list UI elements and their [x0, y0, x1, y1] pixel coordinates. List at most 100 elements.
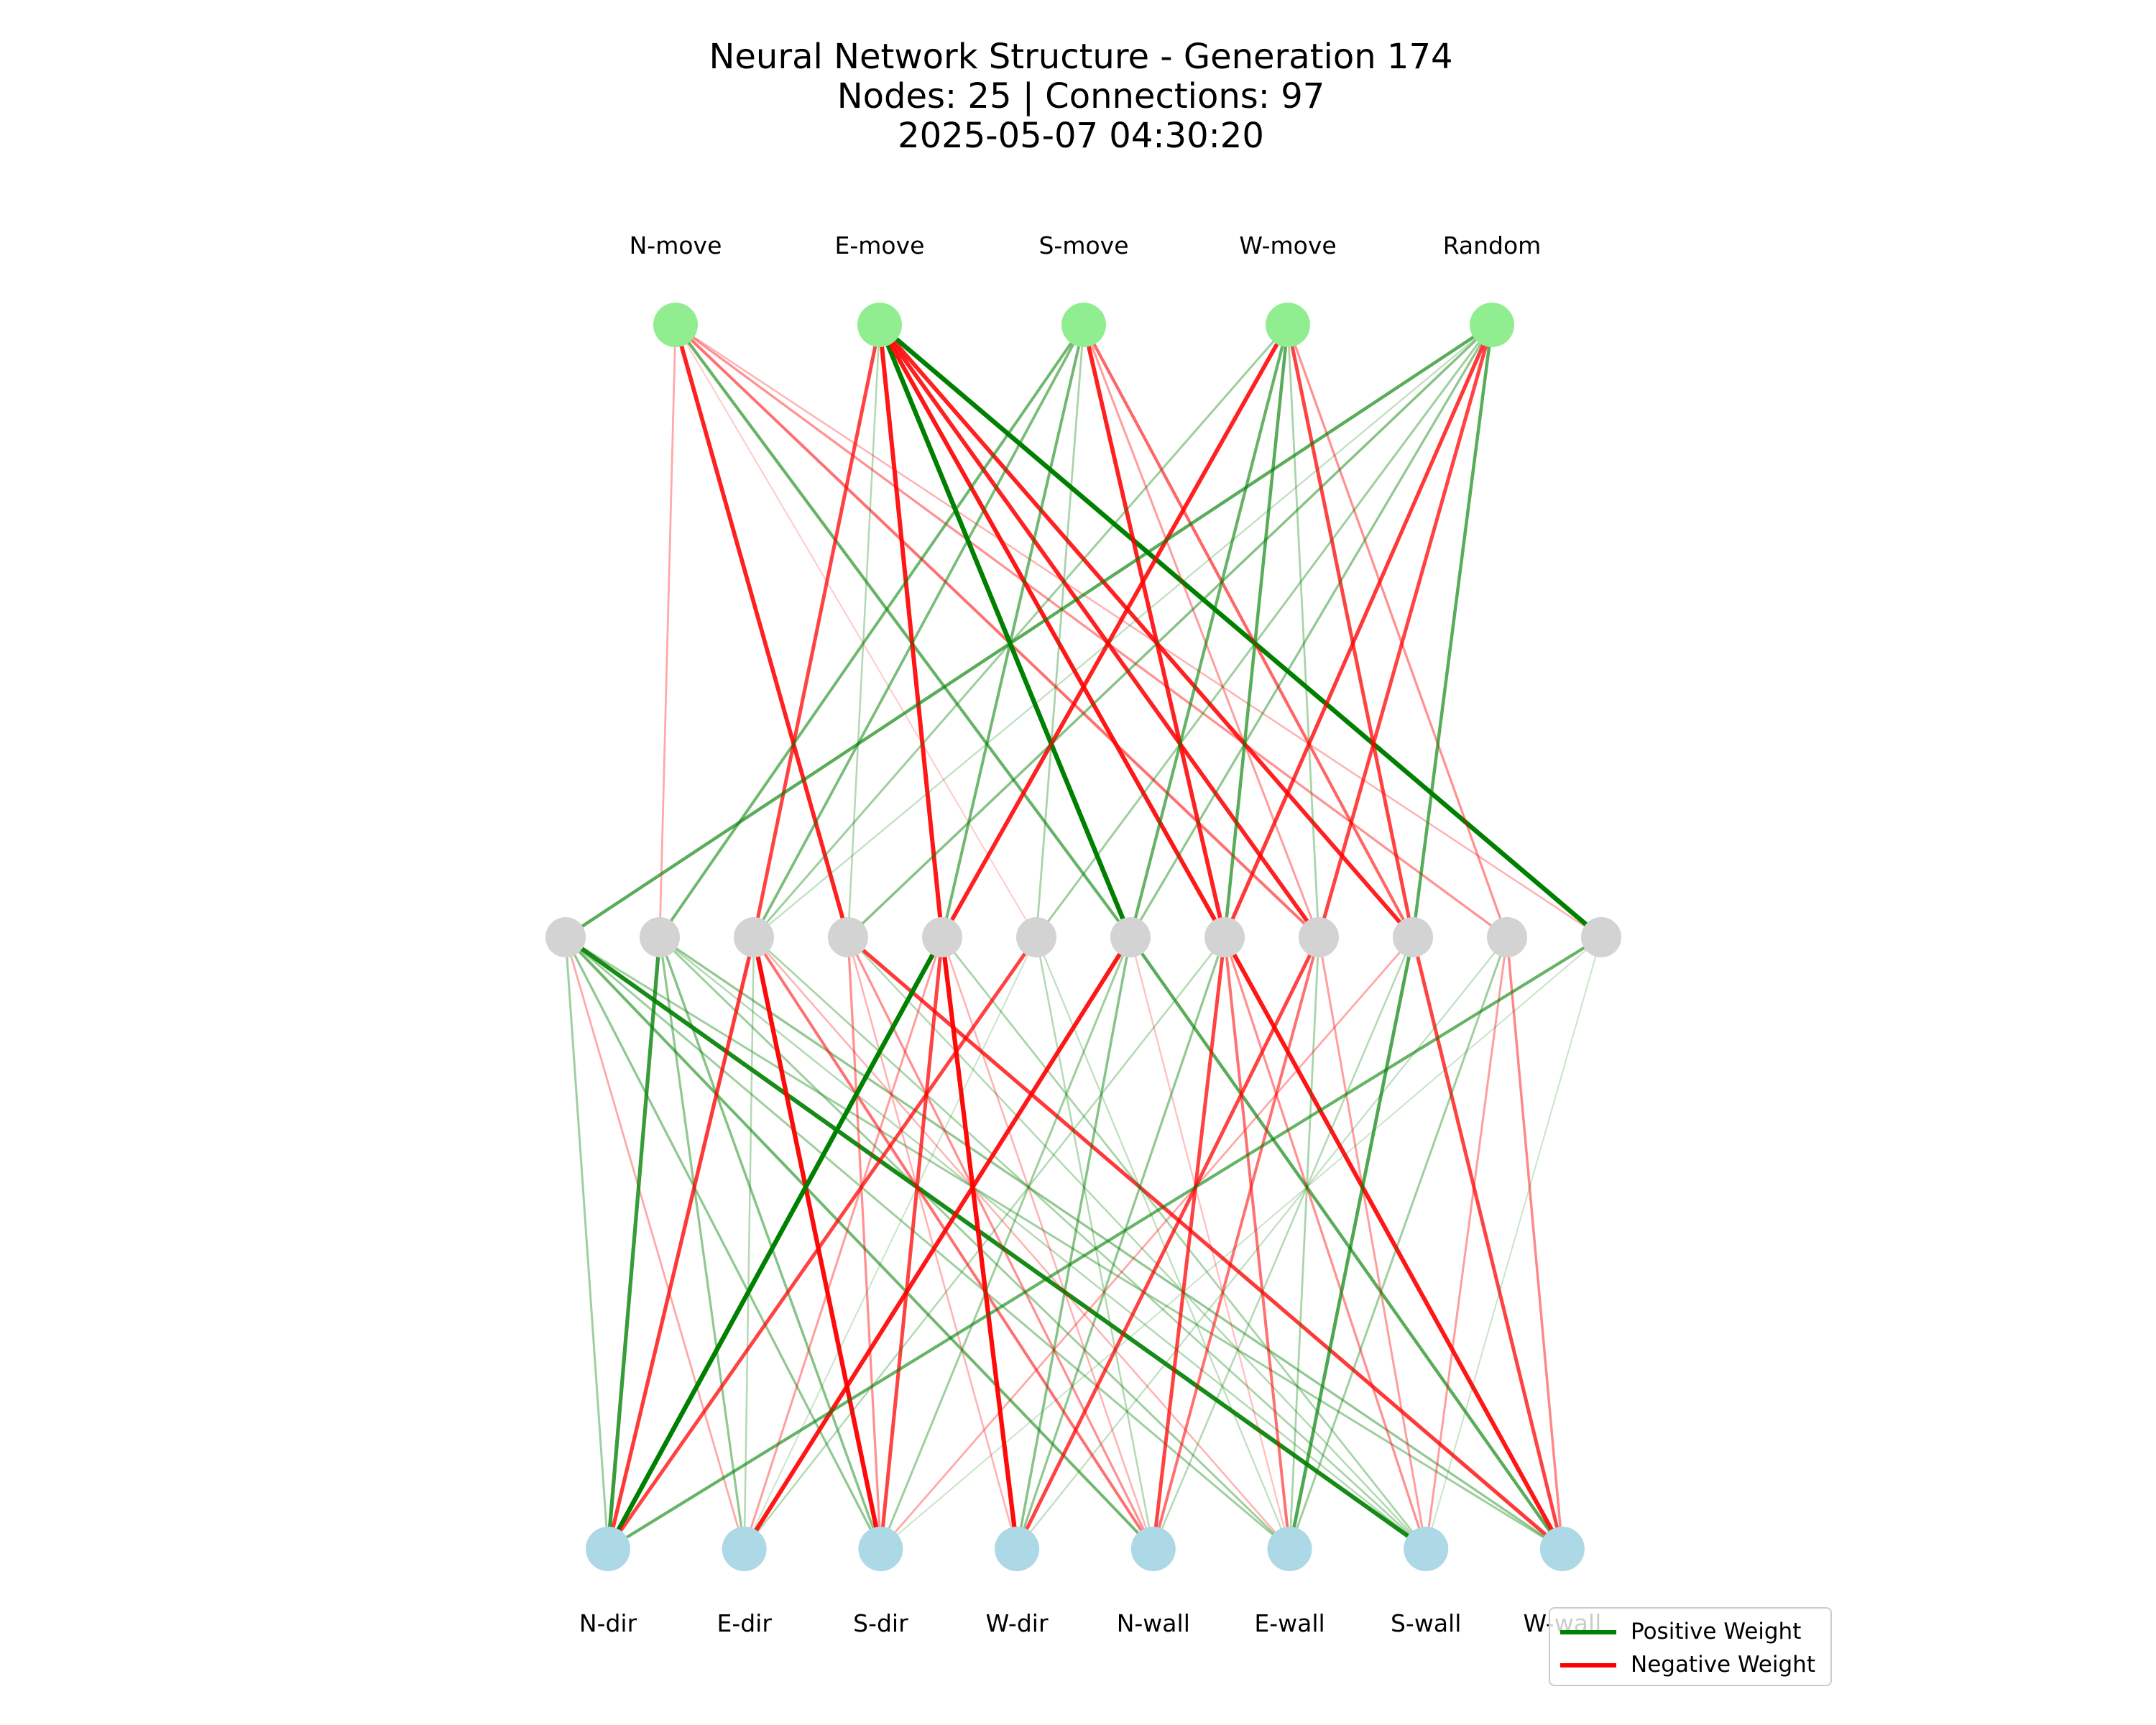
connection-h3-i4 [847, 936, 1155, 1550]
hidden-node-8 [1299, 917, 1339, 957]
connection-o3-h4 [940, 323, 1290, 939]
connection-h2-i1 [743, 936, 755, 1550]
connection-h0-i4 [564, 936, 1155, 1550]
connection-o1-h2 [752, 323, 882, 939]
connections-layer [563, 322, 1604, 1552]
input-node-w-wall [1539, 1527, 1585, 1571]
output-label-w-move: W-move [1239, 231, 1336, 259]
connection-h2-i6 [752, 936, 1427, 1550]
connection-o2-h1 [658, 323, 1085, 939]
connection-h7-i1 [743, 936, 1226, 1550]
connection-o0-h8 [674, 323, 1320, 939]
connection-o1-h9 [877, 323, 1415, 939]
connection-h3-i6 [847, 936, 1427, 1550]
connection-h7-i4 [1151, 935, 1227, 1551]
connection-h1-i5 [658, 936, 1291, 1550]
connection-h1-i0 [606, 935, 662, 1551]
output-node-random [1470, 303, 1514, 347]
connection-o1-h7 [877, 323, 1227, 939]
hidden-node-4 [922, 917, 962, 957]
hidden-node-10 [1487, 917, 1527, 957]
connection-h0-i7 [564, 936, 1564, 1550]
connection-h5-i4 [1035, 936, 1155, 1550]
output-label-random: Random [1443, 231, 1542, 259]
connection-h7-i7 [1222, 935, 1565, 1551]
output-label-s-move: S-move [1038, 231, 1128, 259]
diagram-title: Neural Network Structure - Generation 17… [0, 37, 2156, 156]
input-node-e-wall [1267, 1527, 1312, 1571]
connection-h0-i6 [563, 935, 1429, 1551]
connection-h10-i6 [1424, 936, 1508, 1550]
connection-h1-i7 [658, 936, 1564, 1550]
input-label-s-wall: S-wall [1391, 1609, 1461, 1637]
connection-o4-h9 [1411, 323, 1494, 939]
hidden-node-11 [1581, 917, 1621, 957]
output-node-w-move [1266, 303, 1310, 347]
connection-o3-h2 [752, 323, 1289, 939]
connection-h4-i0 [605, 934, 945, 1552]
connection-h9-i7 [1411, 935, 1565, 1551]
output-node-e-move [857, 303, 902, 347]
connection-o4-h5 [1035, 323, 1493, 939]
connection-h8-i5 [1289, 936, 1320, 1550]
output-node-s-move [1061, 303, 1106, 347]
legend-positive: Positive Weight [1550, 1617, 1830, 1646]
connection-h1-i1 [658, 936, 746, 1550]
input-node-s-wall [1404, 1527, 1449, 1571]
input-label-n-wall: N-wall [1117, 1609, 1190, 1637]
input-label-w-dir: W-dir [986, 1609, 1049, 1637]
input-node-s-dir [858, 1527, 903, 1571]
connection-o1-h3 [847, 323, 881, 939]
output-node-n-move [653, 303, 698, 347]
connection-o1-h8 [877, 323, 1321, 939]
connection-h0-i5 [564, 936, 1291, 1550]
legend-negative: Negative Weight [1550, 1650, 1830, 1679]
labels-layer: N-move E-move S-move W-move Random N-dir E-dir… [579, 231, 1601, 1637]
connection-h8-i4 [1151, 936, 1320, 1550]
connection-o3-h9 [1286, 323, 1415, 939]
connection-o2-h7 [1082, 323, 1227, 939]
legend-positive-swatch [1560, 1630, 1616, 1634]
connection-h3-i3 [847, 936, 1018, 1550]
connection-h7-i6 [1223, 936, 1427, 1550]
connection-h4-i3 [939, 934, 1020, 1552]
connection-h0-i1 [564, 936, 746, 1550]
connection-h6-i1 [742, 935, 1133, 1551]
legend-negative-label: Negative Weight [1631, 1652, 1815, 1678]
connection-h1-i2 [658, 936, 883, 1550]
connection-h4-i2 [878, 935, 944, 1551]
connection-h5-i5 [1035, 936, 1291, 1550]
connection-o0-h1 [658, 323, 677, 939]
connection-h6-i2 [879, 936, 1132, 1550]
connection-h11-i6 [1425, 937, 1602, 1550]
connection-h10-i5 [1289, 936, 1508, 1550]
legend-positive-label: Positive Weight [1631, 1619, 1802, 1644]
connection-o2-h5 [1035, 323, 1085, 939]
connection-h4-i4 [941, 936, 1155, 1550]
input-label-e-dir: E-dir [717, 1609, 772, 1637]
output-label-n-move: N-move [630, 231, 722, 259]
connection-o0-h6 [673, 323, 1133, 939]
hidden-node-2 [734, 917, 774, 957]
input-node-e-dir [722, 1527, 767, 1571]
hidden-node-3 [828, 917, 868, 957]
connection-o3-h10 [1286, 323, 1508, 939]
connection-h0-i2 [564, 936, 883, 1550]
connection-h5-i0 [606, 935, 1038, 1551]
connection-o2-h2 [752, 323, 1085, 939]
hidden-node-7 [1204, 917, 1245, 957]
connection-o0-h5 [675, 324, 1037, 938]
connection-o4-h0 [563, 323, 1494, 939]
hidden-node-0 [545, 917, 586, 957]
connection-o0-h10 [674, 323, 1508, 939]
title-line-counts: Nodes: 25 | Connections: 97 [837, 76, 1325, 116]
input-label-e-wall: E-wall [1254, 1609, 1325, 1637]
title-line-generation: Neural Network Structure - Generation 17… [709, 37, 1453, 77]
connection-h3-i2 [847, 936, 883, 1550]
connection-h1-i6 [658, 936, 1427, 1550]
connection-o2-h8 [1082, 323, 1320, 939]
connection-h11-i0 [606, 935, 1603, 1551]
input-label-n-dir: N-dir [579, 1609, 637, 1637]
input-node-w-dir [995, 1527, 1040, 1571]
connection-o1-h4 [877, 323, 944, 939]
